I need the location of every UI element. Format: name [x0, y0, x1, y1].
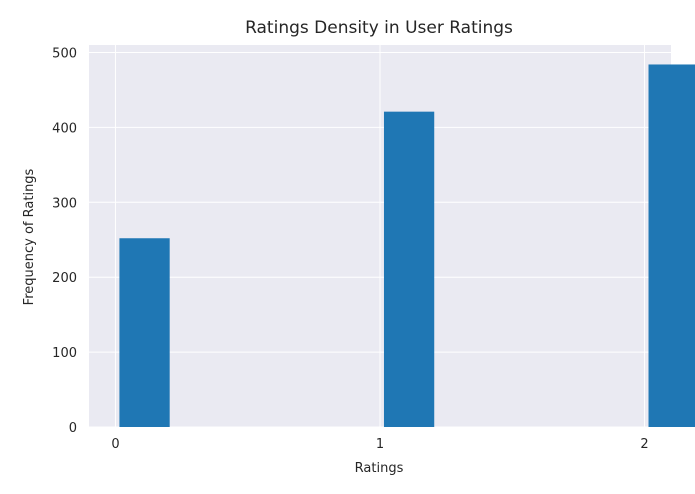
- chart-title: Ratings Density in User Ratings: [245, 18, 513, 38]
- x-tick-labels: 0 1 2: [111, 437, 648, 452]
- bar: [383, 111, 435, 427]
- bar: [648, 64, 695, 427]
- grid-lines: [89, 45, 671, 428]
- x-tick-label: 1: [376, 437, 384, 452]
- x-axis-label: Ratings: [355, 461, 404, 476]
- x-tick-label: 2: [640, 437, 648, 452]
- bar: [119, 238, 170, 427]
- x-tick-label: 0: [111, 437, 119, 452]
- y-tick-label: 100: [52, 346, 77, 361]
- y-tick-label: 400: [52, 121, 77, 136]
- y-tick-label: 0: [69, 421, 77, 436]
- bars-group: [119, 64, 695, 427]
- y-tick-label: 200: [52, 271, 77, 286]
- y-tick-label: 500: [52, 46, 77, 61]
- y-tick-label: 300: [52, 196, 77, 211]
- y-tick-labels: 0 100 200 300 400 500: [52, 46, 77, 436]
- y-axis-label: Frequency of Ratings: [22, 168, 37, 305]
